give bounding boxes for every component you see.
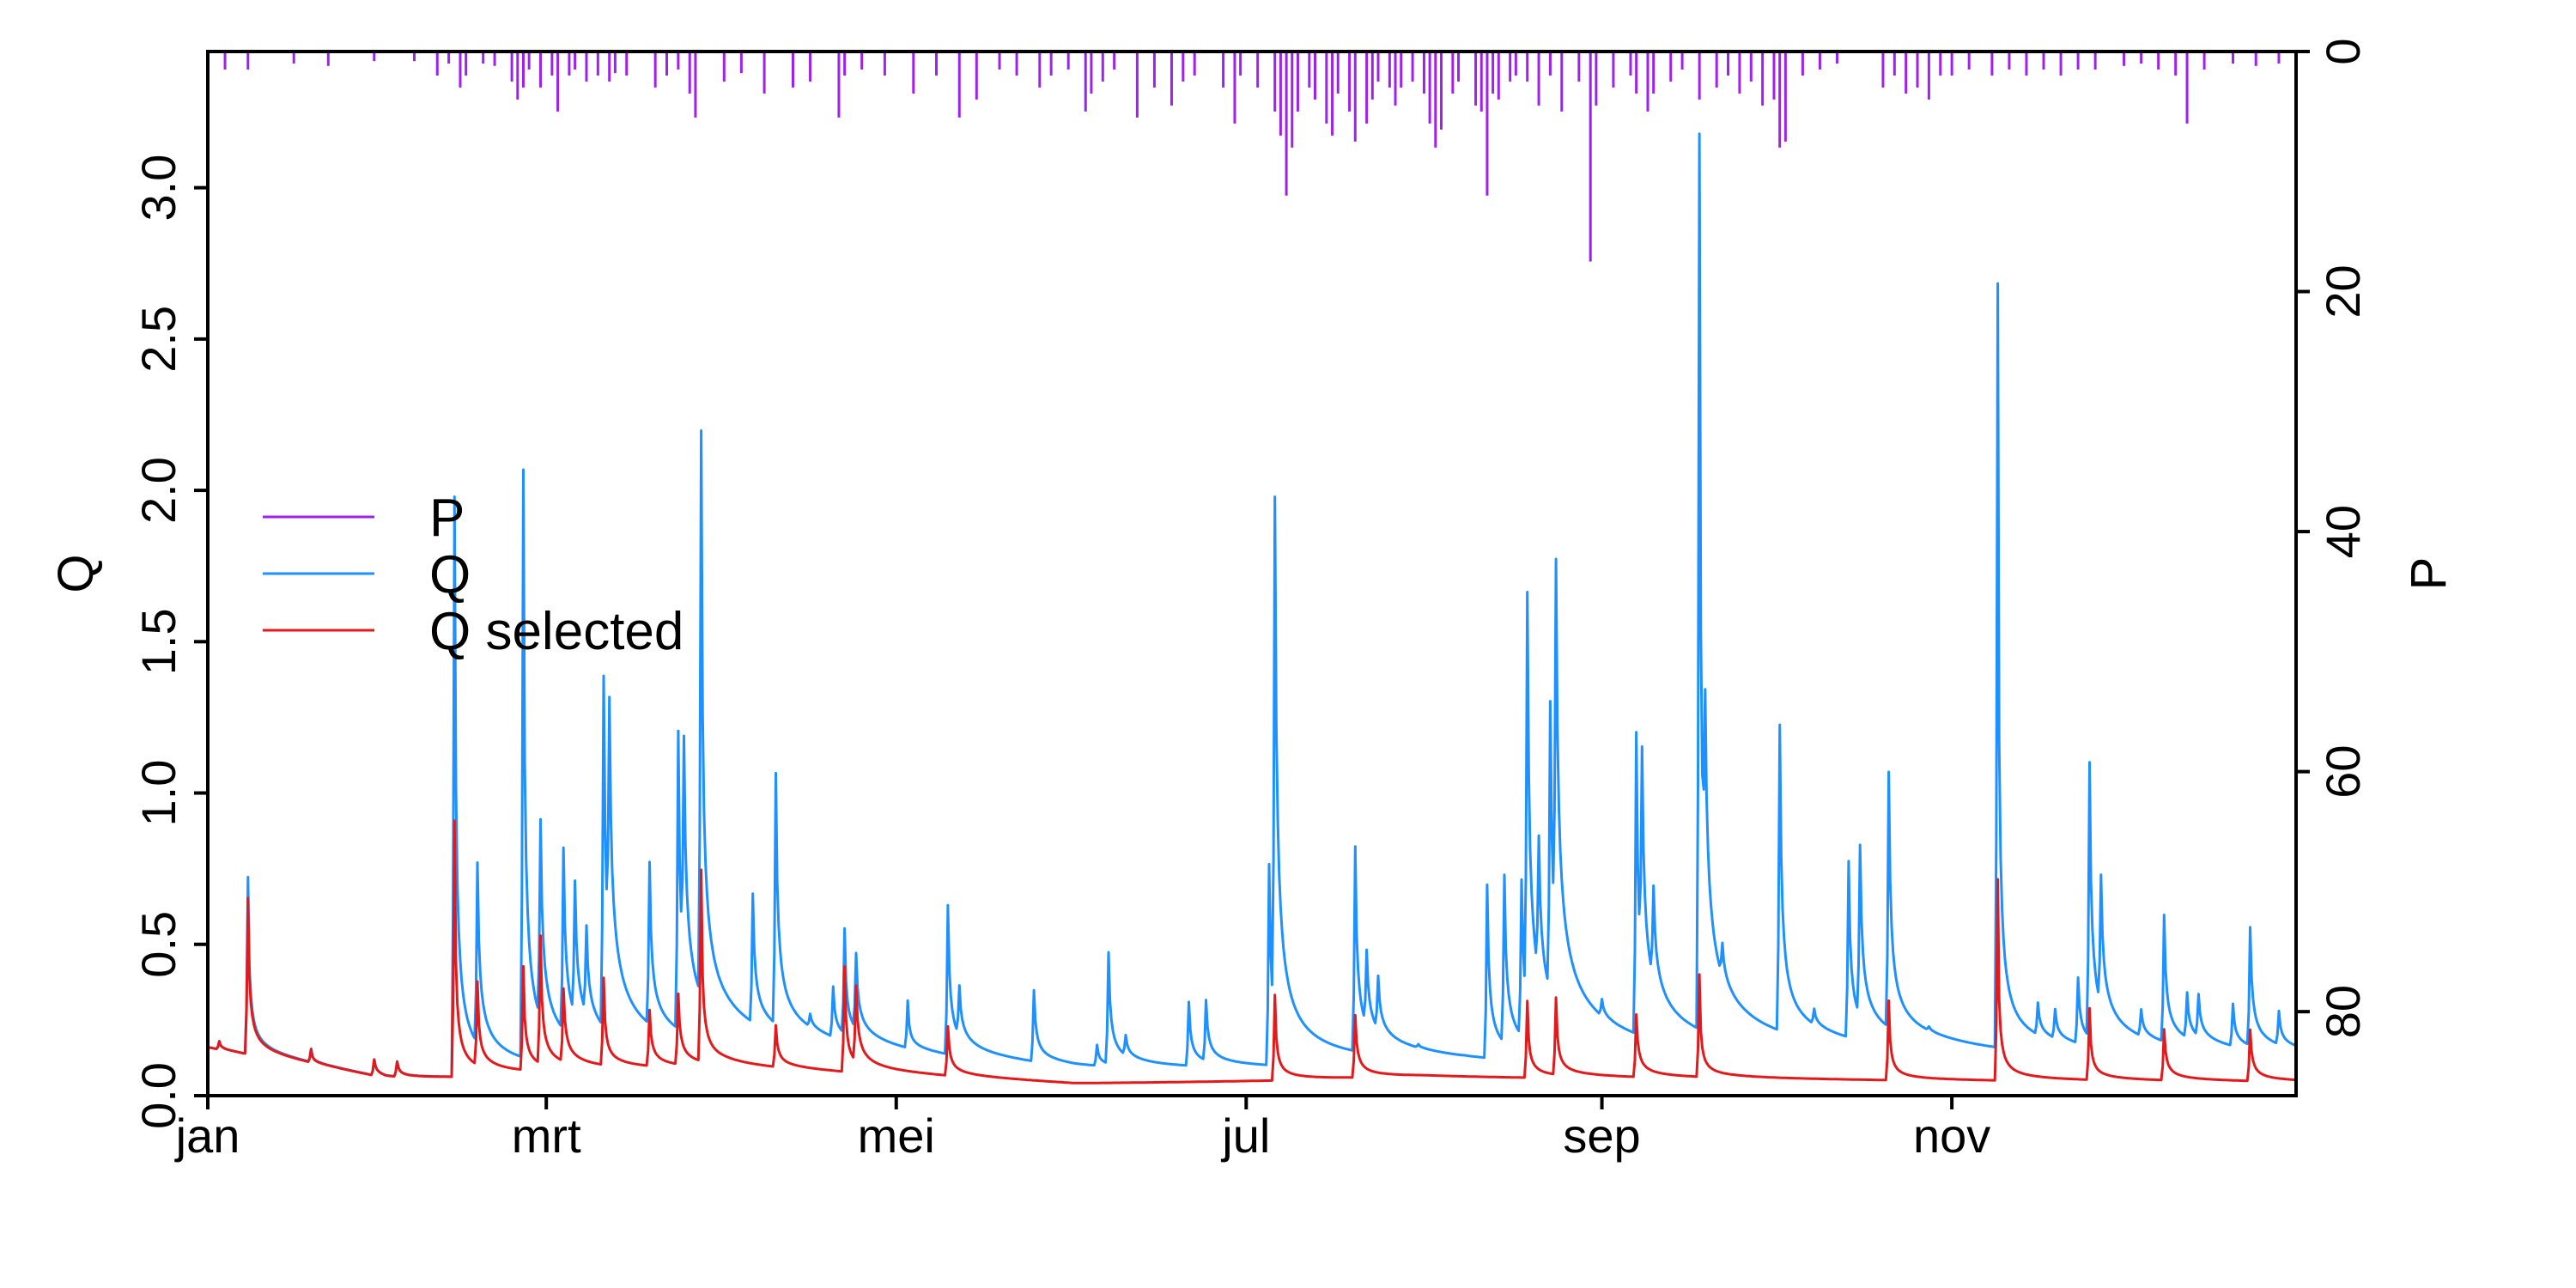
y-left-axis-title: Q: [48, 554, 104, 592]
legend: PQQ selected: [263, 489, 683, 661]
y-left-tick-label: 1.5: [131, 608, 185, 675]
legend-entry: Q selected: [263, 602, 683, 661]
y-right-tick-label: 60: [2316, 744, 2370, 798]
x-tick-label: mei: [858, 1109, 935, 1163]
y-left-tick-label: 2.5: [131, 306, 185, 373]
series-q-line: [208, 132, 2296, 1078]
x-tick-label: jan: [174, 1109, 240, 1163]
y-right-tick-label: 20: [2316, 264, 2370, 318]
legend-entry: Q: [263, 545, 471, 605]
axes: jan mrt mei jul sep nov 0.0 0.5 1.0 1.5 2.0 2.5 3.0 0…: [131, 38, 2370, 1163]
y-left-tick-label: 3.0: [131, 155, 185, 222]
series-q-selected-line: [208, 819, 2296, 1084]
x-tick-label: nov: [1913, 1109, 1990, 1163]
y-right-tick-label: 80: [2316, 985, 2370, 1038]
legend-label: P: [429, 489, 465, 548]
legend-entry: P: [263, 489, 465, 548]
y-left-tick-label: 0.0: [131, 1062, 185, 1129]
x-tick-label: jul: [1220, 1109, 1270, 1163]
plot-frame: [206, 50, 2298, 1097]
legend-label: Q: [429, 545, 471, 605]
y-right-tick-label: 40: [2316, 505, 2370, 558]
y-left-tick-label: 1.0: [131, 760, 185, 827]
plot-area: [208, 52, 2296, 1084]
y-left-tick-label: 0.5: [131, 911, 185, 978]
legend-label: Q selected: [429, 602, 683, 661]
y-right-axis-title: P: [2401, 557, 2457, 591]
x-tick-label: sep: [1563, 1109, 1640, 1163]
y-left-tick-label: 2.0: [131, 457, 185, 524]
series-p: [223, 52, 2281, 262]
x-tick-label: mrt: [512, 1109, 581, 1163]
y-right-tick-label: 0: [2316, 38, 2370, 64]
